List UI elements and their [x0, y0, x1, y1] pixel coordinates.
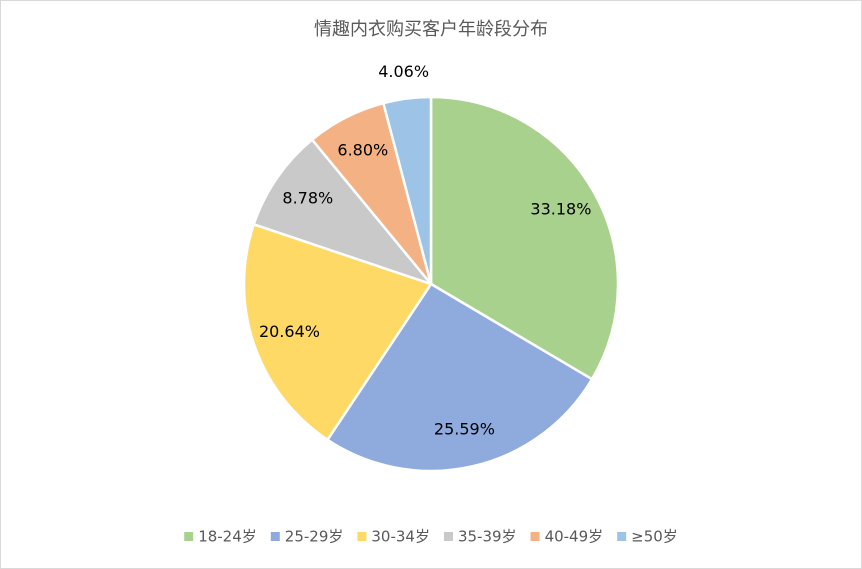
legend: 18-24岁 25-29岁 30-34岁 35-39岁 40-49岁 ≥50岁	[184, 528, 678, 546]
legend-label: 18-24岁	[198, 528, 257, 546]
value-label: 20.64%	[259, 322, 320, 341]
legend-label: 35-39岁	[458, 528, 517, 546]
legend-label: 25-29岁	[285, 528, 344, 546]
value-label: 8.78%	[282, 189, 333, 208]
pie-slice	[252, 137, 435, 287]
legend-label: 40-49岁	[545, 528, 604, 546]
pie-slice	[242, 222, 433, 442]
legend-marker	[270, 532, 280, 541]
legend-label: 30-34岁	[371, 528, 430, 546]
legend-marker	[443, 532, 453, 541]
legend-marker	[357, 532, 367, 541]
legend-marker	[184, 532, 194, 541]
value-label: 33.18%	[530, 199, 591, 218]
legend-marker	[617, 532, 627, 541]
value-label: 6.80%	[337, 140, 388, 159]
pie-slice	[381, 95, 433, 285]
pie-slice	[325, 282, 594, 473]
pie-slice	[429, 95, 620, 381]
legend-marker	[530, 532, 540, 541]
value-label: 4.06%	[378, 62, 429, 81]
legend-label: ≥50岁	[631, 528, 678, 546]
chart-title: 情趣内衣购买客户年龄段分布	[314, 19, 548, 40]
value-label: 25.59%	[434, 419, 495, 438]
